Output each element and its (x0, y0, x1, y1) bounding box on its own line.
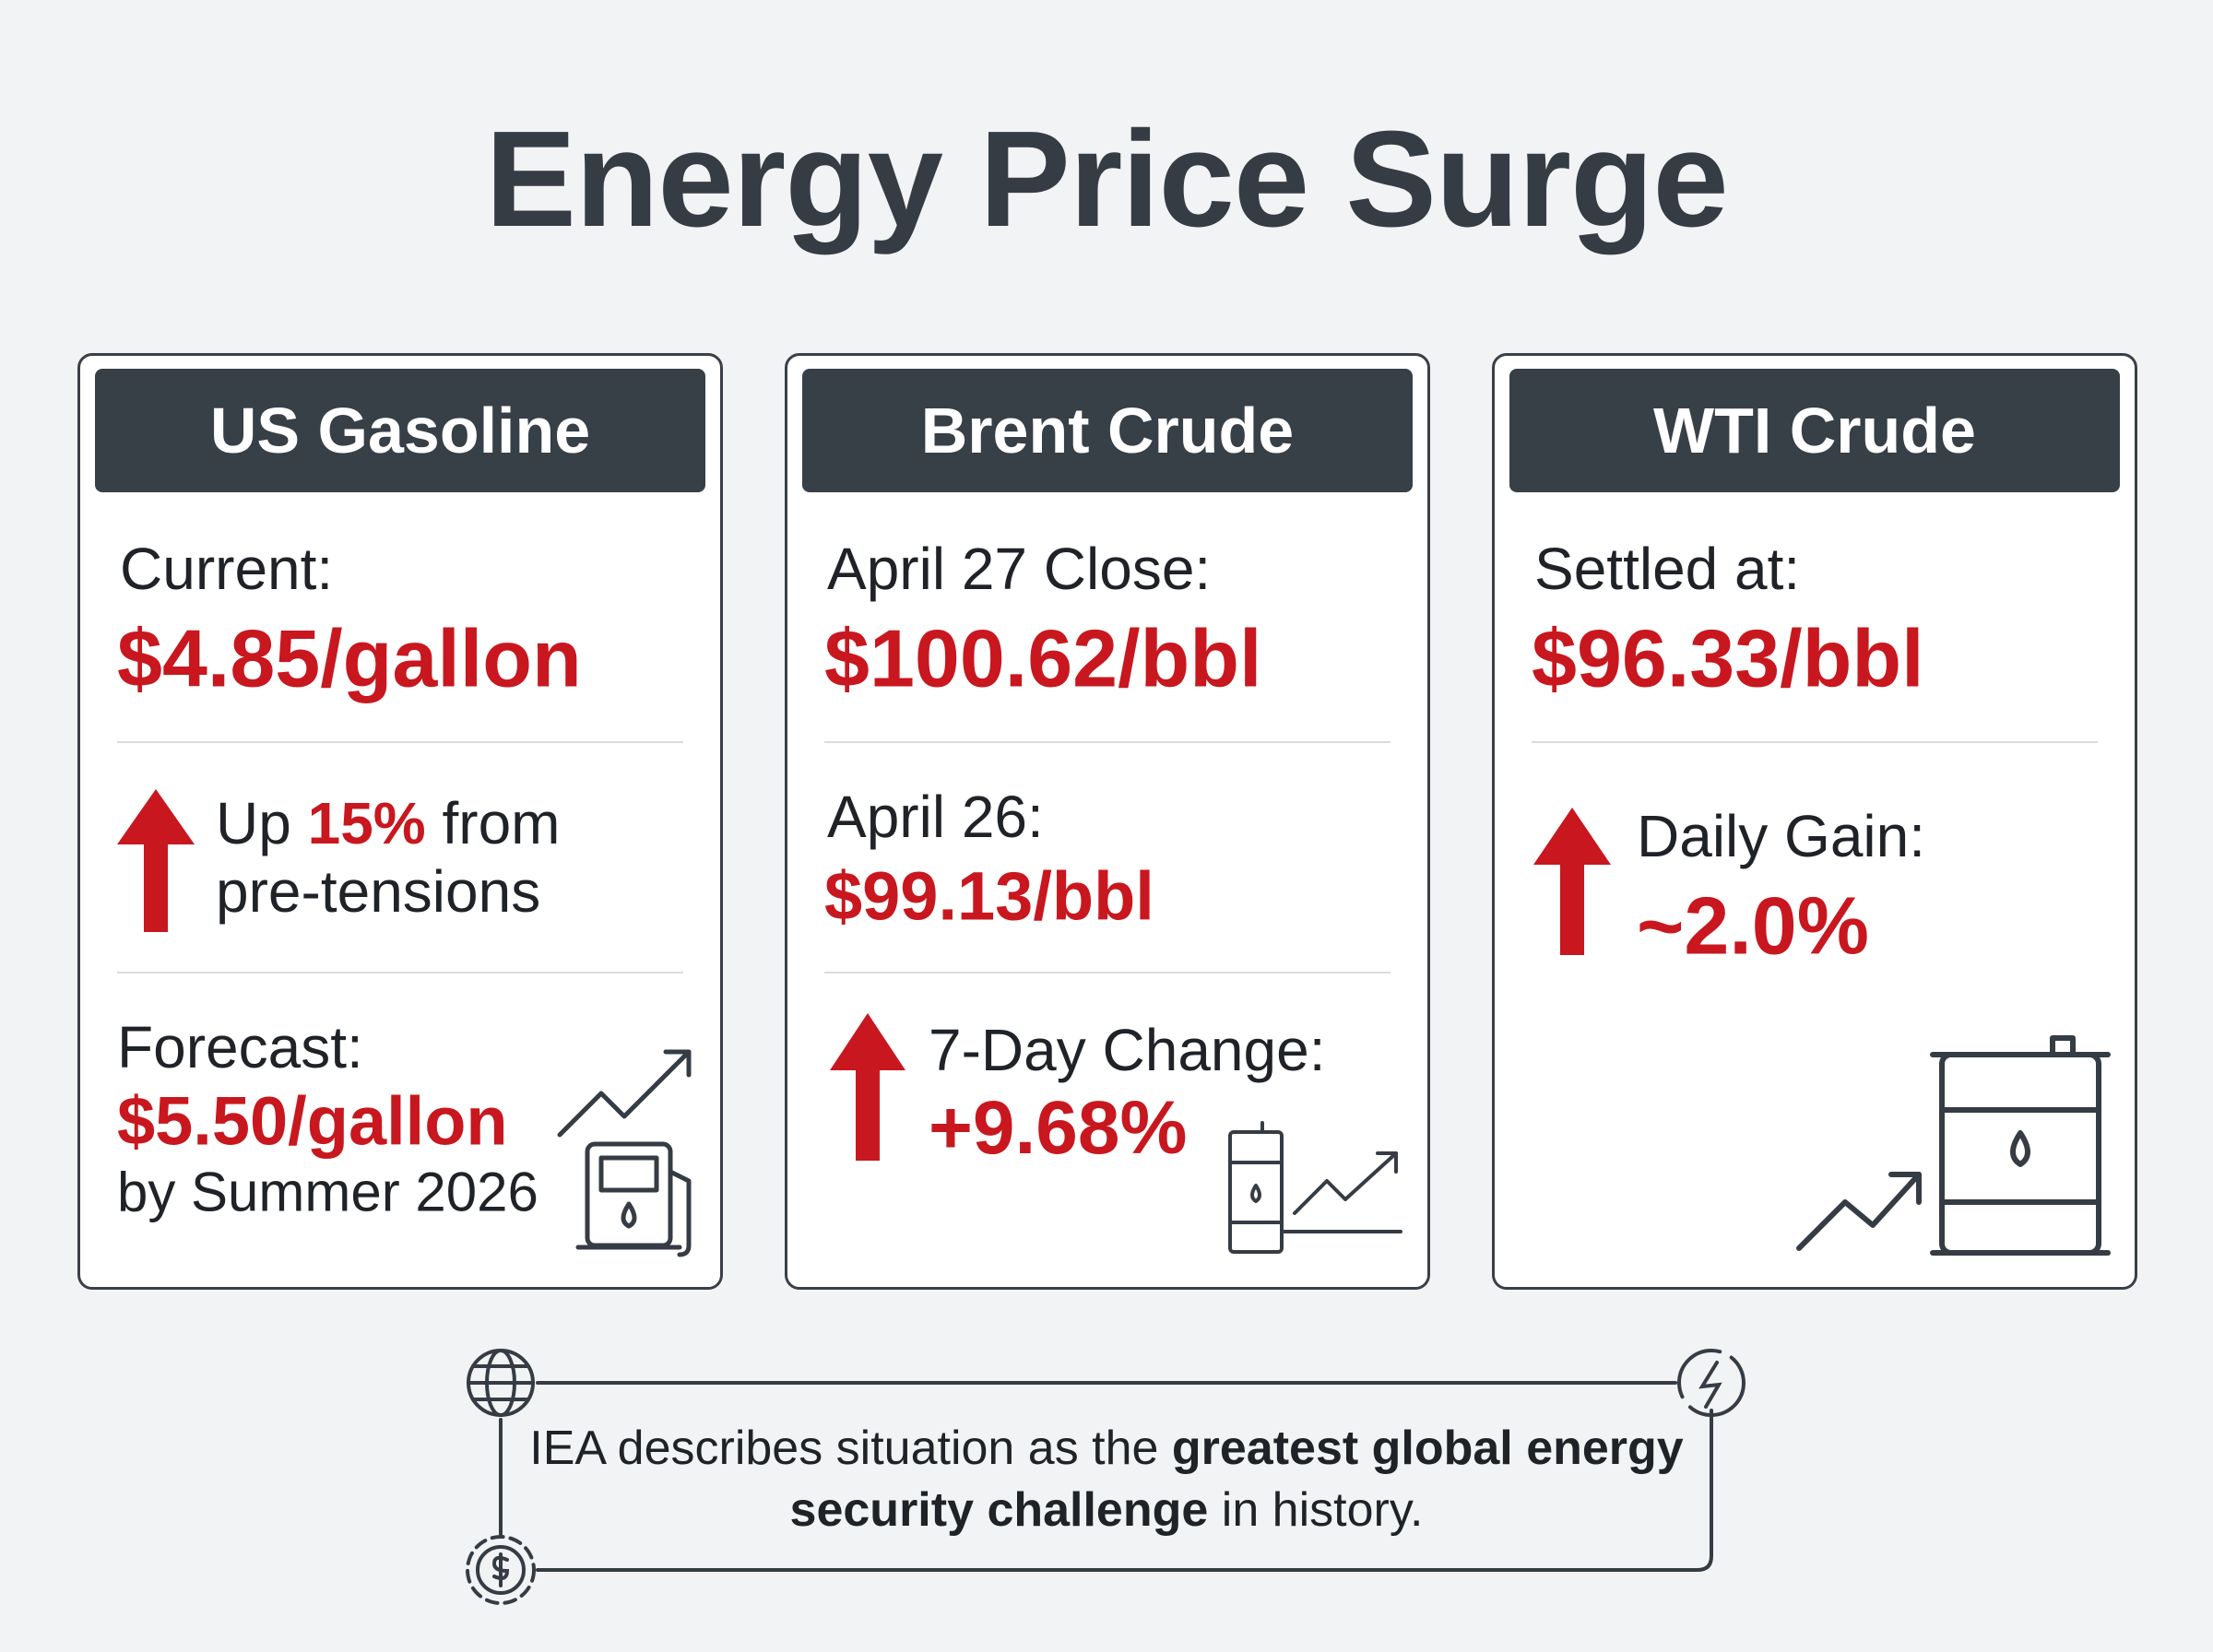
icon-shape (668, 1169, 692, 1257)
value: +9.68% (929, 1085, 1188, 1170)
card: Brent Crude April 27 Close: $100.62/bbl … (785, 353, 1430, 1290)
card: US Gasoline Current: $4.85/gallon Up 15%… (77, 353, 723, 1290)
text: Up (216, 790, 291, 857)
page-title: Energy Price Surge (485, 103, 1728, 255)
label: 7-Day Change: (929, 1017, 1326, 1084)
fuel-icon (557, 1049, 692, 1257)
icon-shape (2050, 1035, 2076, 1057)
change-value: 15% (307, 790, 426, 857)
label: Daily Gain: (1637, 803, 1925, 870)
divider (1532, 741, 2098, 743)
icon-shape (663, 1049, 692, 1078)
icon-shape (1250, 1184, 1261, 1203)
icon-shape (1533, 808, 1611, 955)
icon-shape (117, 789, 195, 932)
icon-shape (1888, 1172, 1922, 1205)
text: IEA describes situation as the (529, 1422, 1159, 1475)
icon-shape (1228, 1130, 1284, 1254)
icon-shape (1293, 1151, 1398, 1215)
icon-shape (1376, 1151, 1398, 1174)
note: by Summer 2026 (117, 1161, 538, 1223)
emphasis: greatest global energy security challeng… (789, 1422, 1684, 1537)
text: from pre-tensions (216, 790, 561, 925)
icon-shape (1677, 1349, 1746, 1417)
divider (117, 972, 683, 974)
value: $96.33/bbl (1532, 612, 1924, 704)
up-arrow (117, 789, 195, 932)
icon-shape (491, 1552, 510, 1587)
label: April 26: (827, 784, 1044, 851)
icon-shape (598, 1155, 659, 1193)
icon-shape (557, 1049, 692, 1138)
value: $5.50/gallon (117, 1082, 508, 1160)
label: Settled at: (1534, 536, 1801, 603)
barrel-icon (1228, 1121, 1402, 1254)
icon-shape (1698, 1361, 1722, 1409)
value: $4.85/gallon (117, 612, 582, 704)
icon-shape (1939, 1052, 2101, 1256)
up-arrow (1533, 808, 1611, 955)
divider (824, 972, 1391, 974)
barrel-icon (1796, 1035, 2111, 1256)
footer-text: IEA describes situation as the greatest … (516, 1418, 1697, 1541)
footer-frame (466, 1349, 1746, 1605)
value: $100.62/bbl (824, 612, 1262, 704)
value: $99.13/bbl (824, 857, 1154, 935)
change-text: Up 15% from pre-tensions (216, 790, 640, 926)
card-title: US Gasoline (95, 369, 705, 492)
card-title: Brent Crude (802, 369, 1413, 492)
divider (824, 741, 1391, 743)
icon-shape (536, 1409, 1713, 1572)
label: Forecast: (117, 1014, 363, 1081)
icon-shape (476, 1545, 526, 1595)
value: ~2.0% (1637, 879, 1869, 972)
card-title: WTI Crude (1509, 369, 2120, 492)
label: April 27 Close: (827, 536, 1212, 603)
label: Current: (120, 536, 334, 603)
icon-shape (621, 1201, 637, 1229)
icon-shape (830, 1013, 905, 1161)
icon-shape (1796, 1172, 1922, 1251)
text: in history. (1221, 1483, 1424, 1537)
divider (117, 741, 683, 743)
up-arrow (830, 1013, 905, 1161)
icon-shape (2010, 1130, 2030, 1167)
icon-shape (466, 1535, 536, 1605)
card: WTI Crude Settled at: $96.33/bbl Daily G… (1492, 353, 2137, 1290)
